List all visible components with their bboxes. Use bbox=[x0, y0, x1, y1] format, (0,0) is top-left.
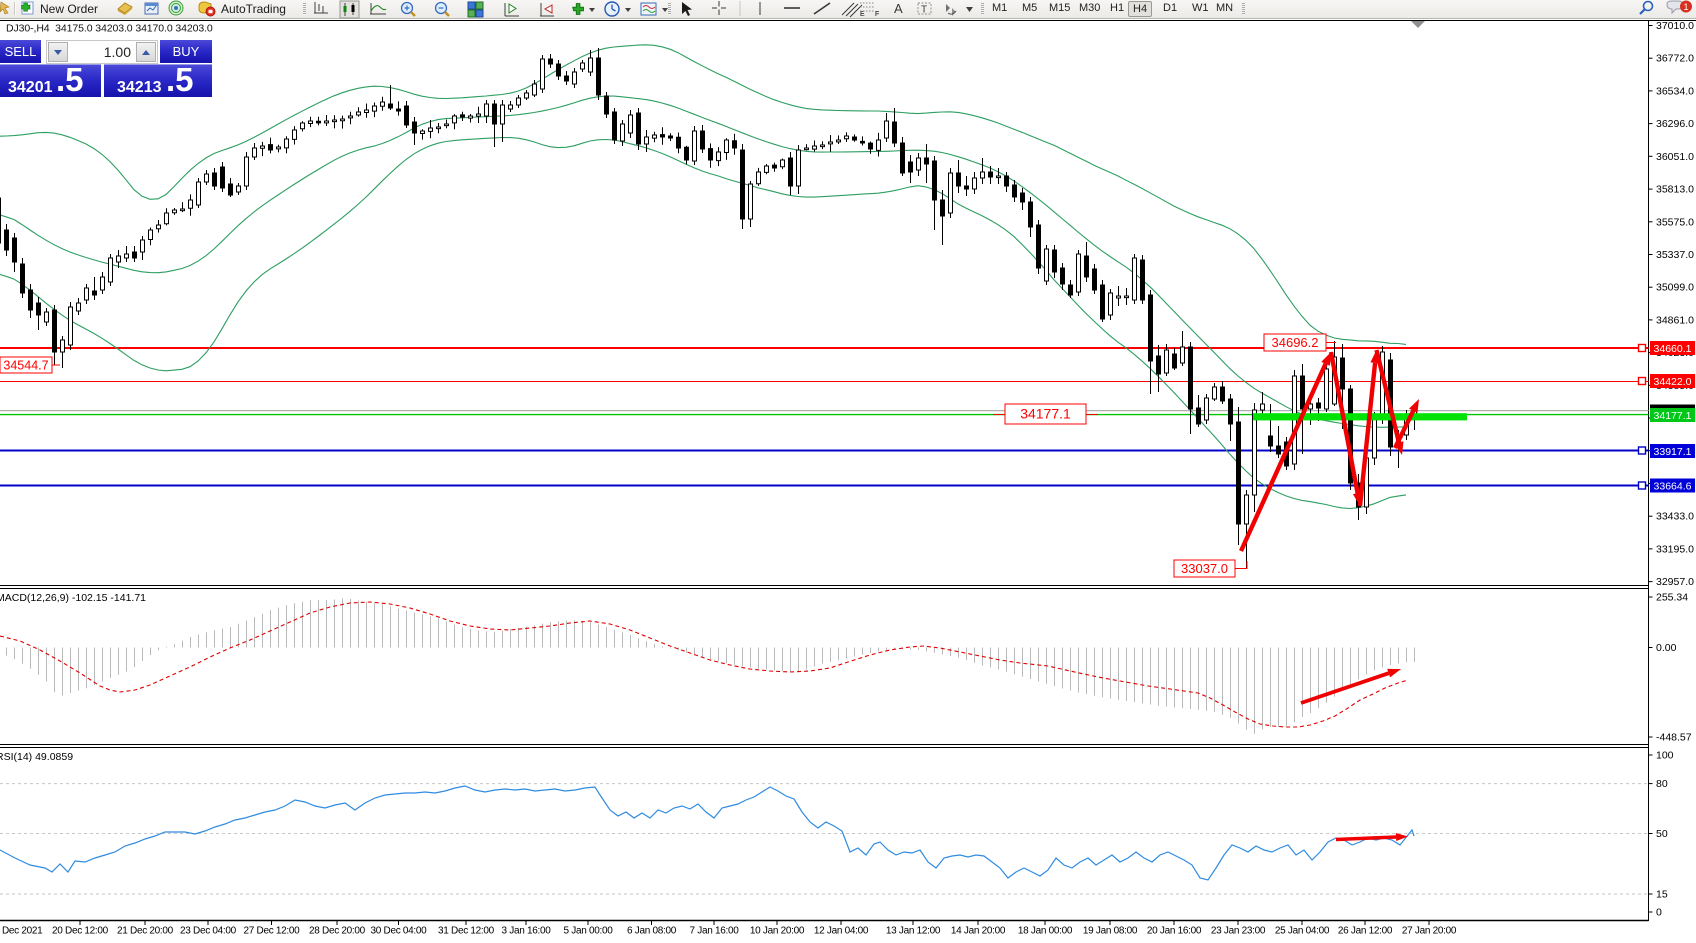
svg-text:33664.6: 33664.6 bbox=[1654, 480, 1692, 492]
svg-text:6 Jan 08:00: 6 Jan 08:00 bbox=[627, 926, 677, 937]
svg-text:30 Dec 04:00: 30 Dec 04:00 bbox=[371, 926, 428, 937]
svg-text:37010.0: 37010.0 bbox=[1656, 20, 1694, 32]
svg-text:10 Jan 20:00: 10 Jan 20:00 bbox=[750, 926, 805, 937]
svg-text:19 Jan 08:00: 19 Jan 08:00 bbox=[1083, 926, 1138, 937]
svg-text:27 Dec 12:00: 27 Dec 12:00 bbox=[244, 926, 301, 937]
svg-text:32957.0: 32957.0 bbox=[1656, 576, 1694, 588]
svg-text:0: 0 bbox=[1656, 907, 1662, 919]
svg-text:34177.1: 34177.1 bbox=[1020, 406, 1071, 422]
svg-text:F: F bbox=[875, 11, 879, 18]
svg-text:35813.0: 35813.0 bbox=[1656, 184, 1694, 196]
svg-text:-448.57: -448.57 bbox=[1656, 732, 1692, 744]
svg-text:21 Dec 20:00: 21 Dec 20:00 bbox=[117, 926, 174, 937]
svg-text:12 Jan 04:00: 12 Jan 04:00 bbox=[814, 926, 869, 937]
svg-text:0.00: 0.00 bbox=[1656, 642, 1677, 654]
svg-text:T: T bbox=[921, 5, 927, 16]
svg-text:34544.7: 34544.7 bbox=[3, 359, 48, 373]
svg-text:18 Jan 00:00: 18 Jan 00:00 bbox=[1018, 926, 1073, 937]
svg-text:15: 15 bbox=[1656, 889, 1668, 901]
svg-text:36534.0: 36534.0 bbox=[1656, 85, 1694, 97]
svg-text:27 Jan 20:00: 27 Jan 20:00 bbox=[1402, 926, 1457, 937]
svg-text:A: A bbox=[894, 1, 903, 16]
svg-text:5 Jan 00:00: 5 Jan 00:00 bbox=[564, 926, 614, 937]
svg-text:31 Dec 12:00: 31 Dec 12:00 bbox=[438, 926, 495, 937]
svg-text:DJ30-,H4 34175.0 34203.0 3417: DJ30-,H4 34175.0 34203.0 34170.0 34203.0 bbox=[6, 23, 213, 35]
svg-text:25 Jan 04:00: 25 Jan 04:00 bbox=[1275, 926, 1330, 937]
svg-text:36772.0: 36772.0 bbox=[1656, 53, 1694, 65]
svg-text:13 Jan 12:00: 13 Jan 12:00 bbox=[886, 926, 941, 937]
svg-text:35337.0: 35337.0 bbox=[1656, 249, 1694, 261]
svg-text:35099.0: 35099.0 bbox=[1656, 282, 1694, 294]
svg-text:100: 100 bbox=[1656, 750, 1674, 762]
svg-text:23 Jan 23:00: 23 Jan 23:00 bbox=[1211, 926, 1266, 937]
svg-text:36296.0: 36296.0 bbox=[1656, 118, 1694, 130]
svg-text:36051.0: 36051.0 bbox=[1656, 151, 1694, 163]
svg-text:34660.1: 34660.1 bbox=[1654, 343, 1692, 355]
svg-text:34696.2: 34696.2 bbox=[1272, 335, 1319, 350]
svg-text:3 Jan 16:00: 3 Jan 16:00 bbox=[502, 926, 552, 937]
svg-text:33917.1: 33917.1 bbox=[1654, 446, 1692, 458]
svg-text:MACD(12,26,9) -102.15 -141.71: MACD(12,26,9) -102.15 -141.71 bbox=[0, 592, 146, 604]
svg-text:23 Dec 04:00: 23 Dec 04:00 bbox=[180, 926, 237, 937]
svg-text:33037.0: 33037.0 bbox=[1181, 561, 1228, 576]
svg-text:33195.0: 33195.0 bbox=[1656, 543, 1694, 555]
svg-text:7 Jan 16:00: 7 Jan 16:00 bbox=[690, 926, 740, 937]
svg-text:34177.1: 34177.1 bbox=[1654, 410, 1692, 422]
svg-text:1: 1 bbox=[1683, 2, 1688, 12]
svg-text:E: E bbox=[860, 11, 865, 18]
svg-text:255.34: 255.34 bbox=[1656, 592, 1688, 604]
svg-text:26 Jan 12:00: 26 Jan 12:00 bbox=[1338, 926, 1393, 937]
svg-text:34861.0: 34861.0 bbox=[1656, 314, 1694, 326]
svg-text:20 Jan 16:00: 20 Jan 16:00 bbox=[1147, 926, 1202, 937]
svg-text:35575.0: 35575.0 bbox=[1656, 216, 1694, 228]
svg-text:20 Dec 12:00: 20 Dec 12:00 bbox=[52, 926, 109, 937]
svg-text:50: 50 bbox=[1656, 828, 1668, 840]
svg-text:34422.0: 34422.0 bbox=[1654, 376, 1692, 388]
svg-text:80: 80 bbox=[1656, 778, 1668, 790]
svg-text:Dec 2021: Dec 2021 bbox=[2, 926, 43, 937]
svg-text:RSI(14) 49.0859: RSI(14) 49.0859 bbox=[0, 751, 73, 763]
svg-text:14 Jan 20:00: 14 Jan 20:00 bbox=[951, 926, 1006, 937]
svg-text:28 Dec 20:00: 28 Dec 20:00 bbox=[309, 926, 366, 937]
svg-text:33433.0: 33433.0 bbox=[1656, 511, 1694, 523]
